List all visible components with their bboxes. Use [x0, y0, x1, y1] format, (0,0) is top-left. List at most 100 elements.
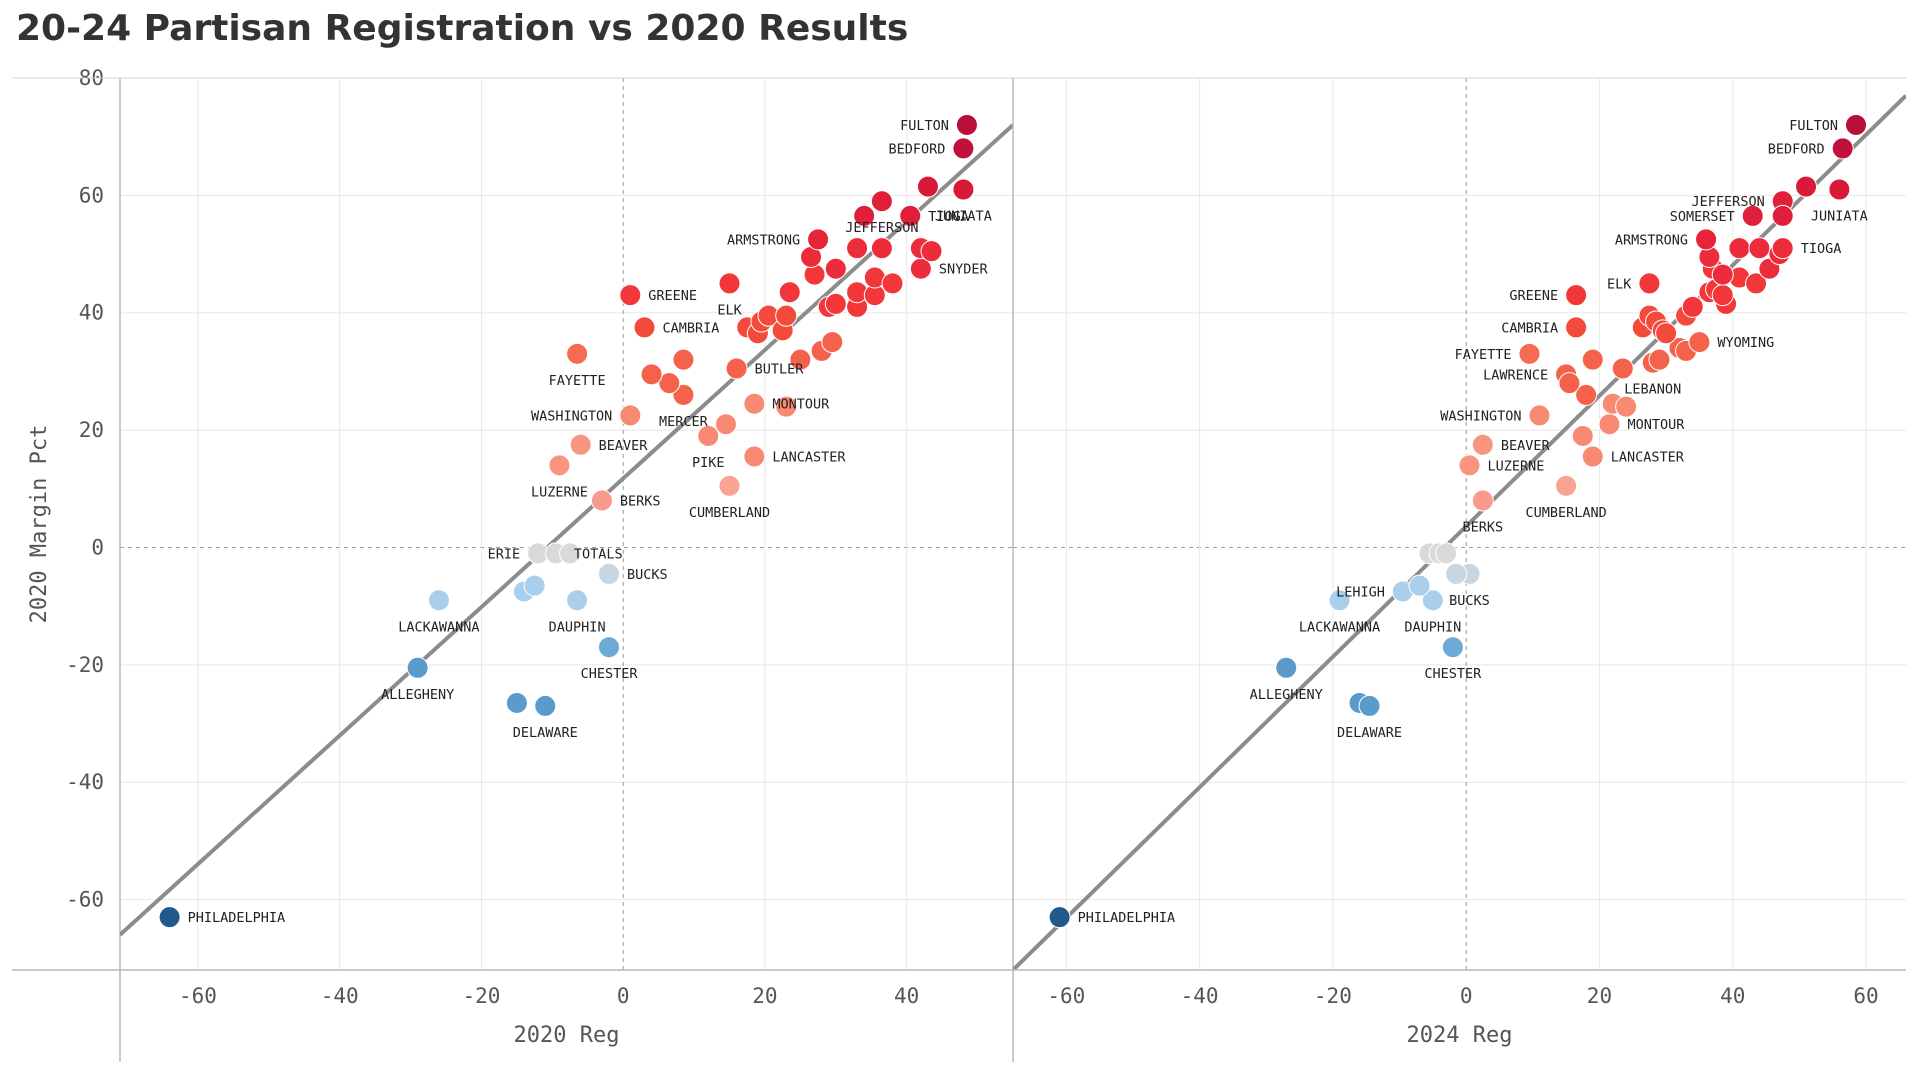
point-label: TIOGA — [928, 209, 969, 225]
y-tick-label: 0 — [91, 535, 104, 559]
point-indiana — [1655, 322, 1678, 345]
point-somerset — [1741, 204, 1764, 227]
y-tick-label: 40 — [79, 301, 104, 325]
point-label: CUMBERLAND — [1525, 505, 1606, 521]
point-somerset-b — [1771, 204, 1794, 227]
point-label: CAMBRIA — [1501, 320, 1558, 336]
point-venango — [1681, 295, 1704, 318]
point-label: BERKS — [1463, 520, 1504, 536]
point-york — [1648, 348, 1671, 371]
trend-line — [120, 123, 1013, 937]
point-label: BUTLER — [755, 361, 805, 377]
point-label: BEDFORD — [1768, 141, 1825, 157]
x-tick-label: 20 — [1587, 984, 1612, 1008]
point-label: JEFFERSON — [845, 220, 918, 236]
point-mercer — [672, 383, 695, 406]
point-lehigh-b — [523, 574, 546, 597]
point-lawrence — [658, 372, 681, 395]
y-tick-label: -40 — [66, 770, 104, 794]
point-beaver — [1471, 433, 1494, 456]
x-tick-label: 20 — [752, 984, 777, 1008]
point-greene — [1565, 284, 1588, 307]
panel-2: -60 -40 -20 0 20 40 60 2024 Reg PHILADELPHIA ALLE… — [1012, 77, 1906, 1062]
point-potter — [1795, 175, 1818, 198]
point-dauphin — [1421, 589, 1444, 612]
point-label: SOMERSET — [1670, 209, 1735, 225]
x-tick-label: 40 — [894, 984, 919, 1008]
point-juniata — [952, 178, 975, 201]
point-philadelphia — [1048, 906, 1071, 929]
point-label: MONTOUR — [1627, 417, 1685, 433]
point-label: DAUPHIN — [549, 619, 606, 635]
point-chester — [598, 636, 621, 659]
point-label: DELAWARE — [513, 725, 578, 741]
point-northumberland — [1558, 372, 1581, 395]
point-greene — [619, 284, 642, 307]
point-label: ALLEGHENY — [381, 687, 454, 703]
point-allegheny — [1275, 656, 1298, 679]
point-lehigh-b — [1408, 574, 1431, 597]
y-tick-label: 20 — [79, 418, 104, 442]
x-tick-label: -20 — [462, 984, 500, 1008]
point-cumberland — [718, 474, 741, 497]
point-armstrong — [1695, 228, 1718, 251]
point-label: LUZERNE — [1487, 458, 1544, 474]
point-label: MONTOUR — [772, 397, 830, 413]
point-jefferson — [870, 190, 893, 213]
point-label: GREENE — [648, 288, 697, 304]
point-dauphin — [566, 589, 589, 612]
point-label: JUNIATA — [935, 209, 992, 225]
point-label: GREENE — [1509, 288, 1558, 304]
point-label: CHESTER — [581, 666, 639, 682]
point-delaware-2 — [1358, 694, 1381, 717]
point-label: JUNIATA — [1811, 209, 1868, 225]
point-delaware-2 — [534, 694, 557, 717]
point-label: DAUPHIN — [1404, 619, 1461, 635]
x-tick-label: -60 — [179, 984, 217, 1008]
y-tick-label: 60 — [79, 183, 104, 207]
point-mckean — [920, 240, 943, 263]
y-tick-label: -60 — [66, 888, 104, 912]
point-label: LEHIGH — [1336, 584, 1385, 600]
point-label: ERIE — [488, 546, 521, 562]
point-tioga — [899, 204, 922, 227]
point-cambria — [633, 316, 656, 339]
point-bedford — [952, 137, 975, 160]
point-label: WYOMING — [1717, 335, 1774, 351]
point-blair — [1728, 237, 1751, 260]
point-washington — [1528, 404, 1551, 427]
point-label: BEAVER — [599, 438, 649, 454]
x-axis-title: 2024 Reg — [1407, 1023, 1513, 1048]
page-title: 20-24 Partisan Registration vs 2020 Resu… — [16, 8, 909, 49]
point-label: ELK — [717, 302, 742, 318]
point-label: FAYETTE — [549, 373, 606, 389]
point-tioga — [1771, 237, 1794, 260]
point-cambria — [1565, 316, 1588, 339]
point-perry — [1745, 272, 1768, 295]
point-northampton — [559, 542, 582, 565]
point-label: LACKAWANNA — [1299, 619, 1380, 635]
point-label: LANCASTER — [1611, 450, 1685, 466]
point-label: JEFFERSON — [1692, 194, 1765, 210]
point-delaware — [505, 691, 528, 714]
point-lebanon — [775, 395, 798, 418]
point-bucks-b — [1445, 562, 1468, 585]
x-tick-label: -60 — [1047, 984, 1085, 1008]
point-pike — [1571, 424, 1594, 447]
point-allegheny — [406, 656, 429, 679]
point-label: LEBANON — [1624, 382, 1681, 398]
point-label: DELAWARE — [1337, 725, 1402, 741]
point-label: PHILADELPHIA — [188, 910, 286, 926]
point-monroe-b — [1615, 395, 1638, 418]
x-tick-label: -40 — [1181, 984, 1219, 1008]
point-beaver — [569, 433, 592, 456]
point-label: MERCER — [659, 414, 709, 430]
point-label: BEAVER — [1501, 438, 1551, 454]
point-lycoming — [824, 257, 847, 280]
point-lackawanna — [1328, 589, 1351, 612]
point-wyoming — [1688, 331, 1711, 354]
point-label: BEDFORD — [888, 141, 945, 157]
point-huntingdon — [870, 237, 893, 260]
point-label: LAWRENCE — [1483, 367, 1548, 383]
